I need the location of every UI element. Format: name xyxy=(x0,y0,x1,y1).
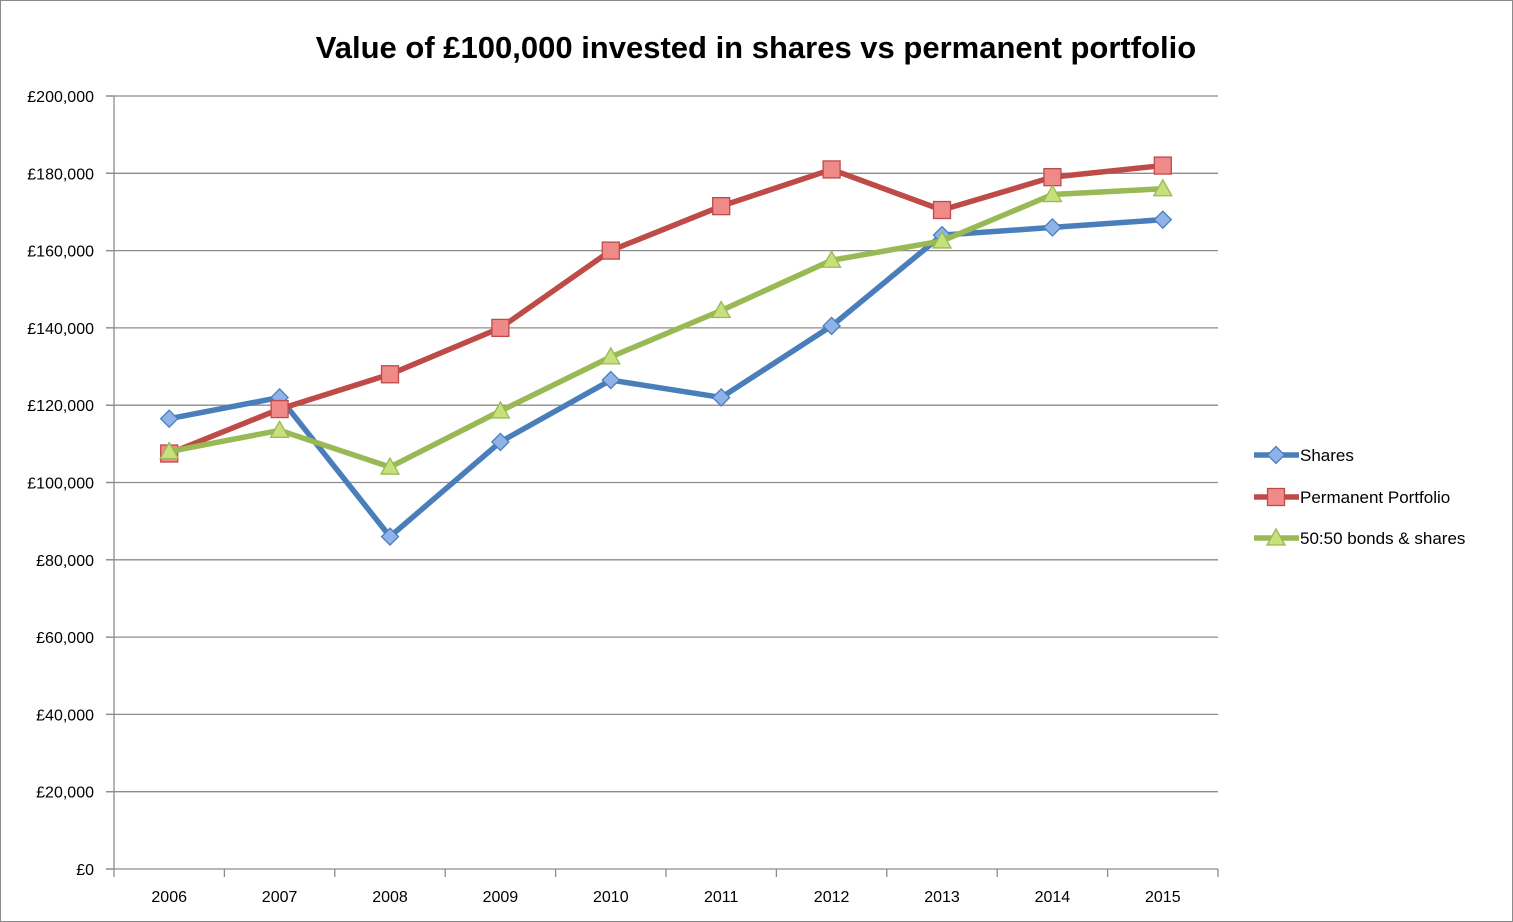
legend-swatch-marker xyxy=(1265,527,1287,546)
y-axis-tick-labels: £0 £20,000 £40,000 £60,000 £80,000 £100,000 £1… xyxy=(27,89,94,879)
series-0 xyxy=(159,210,1173,547)
y-tick-label: £120,000 xyxy=(27,398,94,415)
data-point xyxy=(380,365,400,384)
legend-item-2: 50:50 bonds & shares xyxy=(1254,527,1465,548)
y-tick-label: £80,000 xyxy=(36,553,94,570)
data-point xyxy=(159,441,180,460)
data-point xyxy=(711,300,732,319)
data-point xyxy=(159,409,179,429)
legend-label: Shares xyxy=(1300,446,1354,465)
data-point xyxy=(822,160,841,179)
gridlines xyxy=(106,95,1218,793)
x-tick-label: 2015 xyxy=(1145,889,1181,906)
data-point xyxy=(491,318,510,338)
chart-title: Value of £100,000 invested in shares vs … xyxy=(316,30,1196,65)
x-axis-tick-labels: 2006 2007 2008 2009 2010 2011 2012 2013 2014 2015 xyxy=(151,889,1180,906)
data-point xyxy=(379,456,401,475)
legend-label: 50:50 bonds & shares xyxy=(1300,529,1465,548)
y-tick-label: £160,000 xyxy=(27,244,94,261)
x-tick-label: 2006 xyxy=(151,889,187,906)
data-point xyxy=(490,400,511,419)
legend-item-0: Shares xyxy=(1254,445,1354,465)
legend-item-1: Permanent Portfolio xyxy=(1254,487,1450,507)
y-tick-label: £140,000 xyxy=(27,321,94,338)
legend-swatch-marker xyxy=(1266,487,1286,507)
y-tick-label: £100,000 xyxy=(27,476,94,493)
data-point xyxy=(932,200,952,220)
data-point xyxy=(711,388,731,407)
data-point xyxy=(1042,217,1062,237)
series-line xyxy=(166,162,1166,457)
data-point xyxy=(269,419,290,438)
data-point xyxy=(270,399,289,419)
y-tick-label: £20,000 xyxy=(36,785,94,802)
series-1 xyxy=(160,156,1172,463)
data-point xyxy=(822,316,842,336)
data-point xyxy=(1043,168,1062,187)
x-tick-label: 2008 xyxy=(372,889,408,906)
x-tick-label: 2010 xyxy=(593,889,629,906)
legend-swatch-marker xyxy=(1266,445,1286,465)
legend: Shares Permanent Portfolio 50:50 bonds & s… xyxy=(1254,445,1465,548)
data-point xyxy=(712,197,731,216)
data-point xyxy=(1152,178,1173,197)
axes xyxy=(106,95,1219,877)
data-point xyxy=(600,346,621,365)
data-point xyxy=(1153,156,1172,175)
data-point xyxy=(931,230,953,249)
series-line xyxy=(166,186,1166,470)
legend-label: Permanent Portfolio xyxy=(1300,488,1450,507)
series-line xyxy=(166,216,1166,540)
x-tick-label: 2007 xyxy=(262,889,298,906)
x-tick-label: 2009 xyxy=(483,889,519,906)
data-point xyxy=(380,527,400,547)
data-point xyxy=(1042,184,1063,203)
y-tick-label: £180,000 xyxy=(27,166,94,183)
series-group xyxy=(159,156,1173,547)
y-tick-label: £40,000 xyxy=(36,707,94,724)
y-tick-label: £60,000 xyxy=(36,630,94,647)
x-tick-label: 2013 xyxy=(924,889,960,906)
data-point xyxy=(821,249,842,268)
data-point xyxy=(601,241,620,260)
data-point xyxy=(490,432,510,452)
x-tick-label: 2014 xyxy=(1035,889,1071,906)
data-point xyxy=(1153,210,1173,230)
y-tick-label: £0 xyxy=(76,862,94,879)
x-tick-label: 2012 xyxy=(814,889,850,906)
series-2 xyxy=(159,178,1173,475)
y-tick-label: £200,000 xyxy=(27,89,94,106)
x-tick-label: 2011 xyxy=(704,889,739,906)
data-point xyxy=(601,370,621,390)
